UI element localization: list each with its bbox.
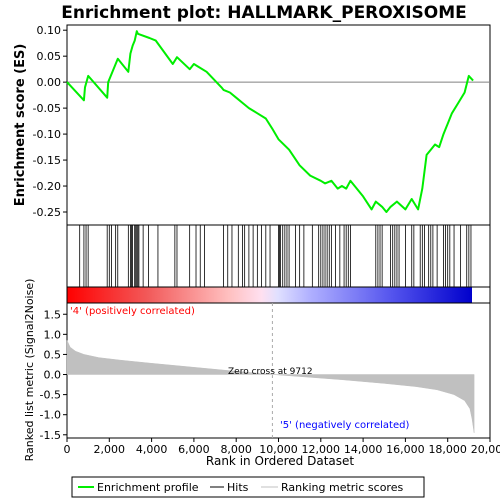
x-tick-label: 16,000: [386, 443, 425, 456]
zero-cross-label: Zero cross at 9712: [228, 367, 313, 377]
es-y-tick-label: -0.20: [33, 180, 61, 193]
metric-y-axis-label: Ranked list metric (Signal2Noise): [23, 279, 36, 462]
metric-y-tick-label: 1.0: [44, 328, 62, 341]
x-axis-label: Rank in Ordered Dataset: [206, 454, 354, 468]
es-y-tick-label: -0.05: [33, 102, 61, 115]
es-y-tick-label: 0.05: [37, 50, 62, 63]
metric-y-tick-label: -0.5: [40, 389, 61, 402]
metric-y-tick-label: -1.5: [40, 429, 61, 442]
positive-correlation-label: '4' (positively correlated): [70, 306, 195, 317]
negative-correlation-label: '5' (negatively correlated): [280, 420, 409, 431]
es-y-axis-label: Enrichment score (ES): [13, 44, 28, 207]
es-y-tick-label: -0.10: [33, 128, 61, 141]
x-tick-label: 4,000: [136, 443, 168, 456]
x-tick-label: 0: [64, 443, 71, 456]
rank-colorbar: [67, 287, 472, 303]
es-y-tick-label: -0.15: [33, 154, 61, 167]
legend-label-metric: Ranking metric scores: [281, 481, 403, 494]
x-tick-label: 2,000: [94, 443, 126, 456]
chart-title: Enrichment plot: HALLMARK_PEROXISOME: [61, 3, 467, 23]
metric-y-tick-label: -1.0: [40, 409, 61, 422]
metric-y-tick-label: 0.5: [44, 348, 62, 361]
es-y-axis: 0.10 0.05 0.00 -0.05 -0.10 -0.15 -0.20 -0.25: [33, 24, 67, 219]
es-y-tick-label: 0.10: [37, 24, 62, 37]
metric-y-tick-label: 1.5: [44, 308, 62, 321]
es-y-tick-label: 0.00: [37, 76, 62, 89]
metric-y-axis: 1.5 1.0 0.5 0.0 -0.5 -1.0 -1.5: [40, 308, 67, 442]
metric-y-tick-label: 0.0: [44, 369, 62, 382]
legend-label-enrichment: Enrichment profile: [97, 481, 199, 494]
x-tick-label: 20,000: [471, 443, 500, 456]
x-tick-label: 18,000: [428, 443, 467, 456]
legend-label-hits: Hits: [227, 481, 249, 494]
es-y-tick-label: -0.25: [33, 206, 61, 219]
